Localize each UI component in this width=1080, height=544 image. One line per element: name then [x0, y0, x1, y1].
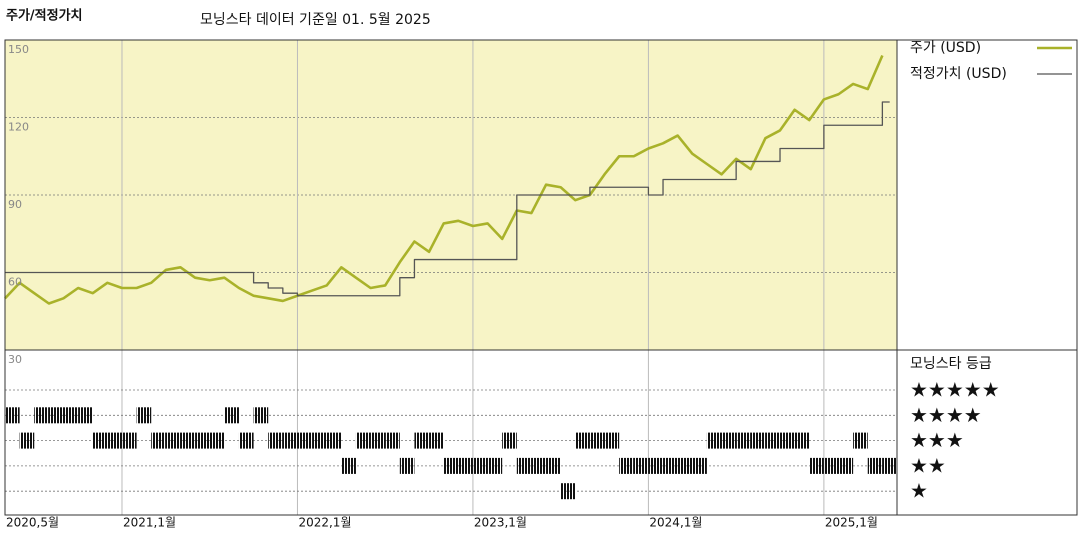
y-tick-label: 60: [8, 276, 22, 289]
rating-block: [516, 457, 532, 474]
rating-block: [78, 407, 93, 424]
fair-value-line: [5, 101, 890, 297]
rating-block: [268, 432, 283, 449]
rating-block: [297, 432, 313, 449]
rating-block: [589, 432, 605, 449]
rating-block: [224, 407, 239, 424]
rating-block: [531, 457, 547, 474]
x-tick-label: 2024,1월: [649, 516, 702, 530]
rating-block: [429, 432, 444, 449]
rating-block: [867, 457, 883, 474]
x-tick-label: 2022,1월: [298, 516, 351, 530]
rating-block: [121, 432, 137, 449]
rating-block: [736, 432, 751, 449]
rating-block: [107, 432, 122, 449]
rating-block: [180, 432, 196, 449]
rating-block: [560, 483, 576, 500]
chart-title: 주가/적정가치: [6, 8, 83, 24]
rating-block: [575, 432, 590, 449]
rating-block: [809, 457, 824, 474]
rating-block: [48, 407, 64, 424]
rating-block: [838, 457, 854, 474]
rating-block: [604, 432, 620, 449]
x-tick-label: 2020,5월: [6, 516, 59, 530]
rating-block: [882, 457, 897, 474]
rating-block: [253, 407, 269, 424]
chart-subtitle: 모닝스타 데이터 기준일 01. 5월 2025: [200, 12, 431, 28]
rating-block: [633, 457, 649, 474]
y-tick-label: 90: [8, 198, 22, 211]
rating-block: [151, 432, 166, 449]
rating-block: [487, 457, 503, 474]
y-tick-label: 150: [8, 43, 29, 56]
rating-block: [677, 457, 693, 474]
rating-level-label: ★★★★★: [910, 378, 1000, 402]
rating-block: [195, 432, 210, 449]
rating-block: [5, 407, 20, 424]
rating-block: [502, 432, 517, 449]
rating-block: [546, 457, 561, 474]
rating-block: [663, 457, 678, 474]
rating-block: [458, 457, 473, 474]
rating-block: [92, 432, 108, 449]
rating-block: [312, 432, 327, 449]
rating-block: [706, 432, 722, 449]
rating-block: [399, 457, 415, 474]
rating-block: [780, 432, 795, 449]
rating-block: [443, 457, 459, 474]
rating-level-label: ★: [910, 479, 928, 503]
rating-block: [385, 432, 400, 449]
rating-block: [692, 457, 707, 474]
rating-level-label: ★★: [910, 453, 946, 477]
rating-block: [282, 432, 298, 449]
rating-block: [136, 407, 152, 424]
rating-block: [34, 407, 49, 424]
rating-block: [63, 407, 79, 424]
rating-level-label: ★★★★: [910, 403, 982, 427]
rating-block: [765, 432, 781, 449]
y-tick-label: 120: [8, 121, 29, 134]
rating-block: [619, 457, 634, 474]
rating-block: [165, 432, 181, 449]
price-line: [4, 54, 884, 305]
rating-block: [19, 432, 35, 449]
rating-block: [355, 432, 371, 449]
rating-block: [794, 432, 810, 449]
rating-block: [370, 432, 386, 449]
rating-title: 모닝스타 등급: [910, 356, 992, 372]
frame: [4, 39, 1078, 516]
rating-block: [326, 432, 342, 449]
rating-block: [238, 432, 254, 449]
rating-block: [341, 457, 356, 474]
rating-level-label: ★★★: [910, 428, 964, 452]
rating-block: [721, 432, 737, 449]
marks: [4, 54, 897, 500]
legend-label: 적정가치 (USD): [910, 66, 1007, 82]
x-tick-label: 2023,1월: [474, 516, 527, 530]
rating-block: [472, 457, 488, 474]
rating-block: [414, 432, 430, 449]
rating-block: [823, 457, 839, 474]
y-tick-label: 30: [8, 353, 22, 366]
x-tick-label: 2025,1월: [825, 516, 878, 530]
legend-label: 주가 (USD): [910, 40, 981, 56]
rating-block: [209, 432, 225, 449]
rating-block: [750, 432, 766, 449]
rating-block: [853, 432, 868, 449]
x-tick-label: 2021,1월: [123, 516, 176, 530]
rating-block: [648, 457, 664, 474]
